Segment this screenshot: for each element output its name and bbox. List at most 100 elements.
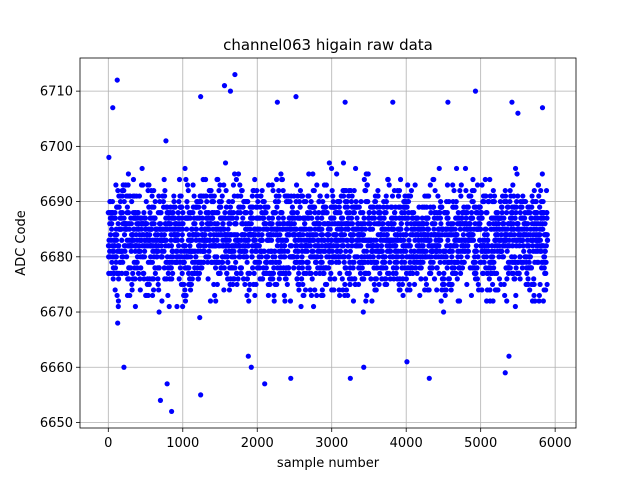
data-point [383,276,389,282]
data-point [202,243,209,249]
data-point [171,193,177,199]
data-point [335,243,341,249]
data-point [403,276,409,282]
data-point [263,210,269,216]
data-point [182,287,188,293]
data-point [440,309,447,315]
data-point [455,210,461,216]
data-point [468,292,475,299]
data-point [458,254,464,260]
data-point [324,193,330,199]
data-point [191,193,197,199]
data-point [484,232,490,238]
data-point [351,259,357,265]
data-point [208,187,214,194]
data-point [184,226,190,232]
data-point [404,226,410,232]
data-point [313,259,319,265]
data-point [356,204,362,210]
data-point [333,232,339,238]
data-point [174,303,180,310]
data-point [303,198,309,205]
data-point [324,281,330,288]
data-point [295,193,301,199]
data-point [299,276,305,282]
data-point [321,270,327,276]
data-point [224,254,231,260]
data-point [412,182,418,188]
data-point [438,298,444,304]
data-point [521,248,527,254]
data-point [323,204,329,210]
data-point [424,221,430,227]
data-point [210,198,217,205]
data-point [452,226,458,232]
data-point [353,198,359,205]
data-point [232,171,238,177]
data-point [319,215,325,221]
data-point [224,270,230,276]
data-point [535,182,542,188]
data-point [269,182,275,188]
data-point [502,187,508,194]
data-point [427,237,433,243]
data-point [274,99,280,105]
data-point [111,248,117,254]
data-point [527,210,533,216]
data-point [528,265,535,271]
data-point [264,259,270,265]
data-point [532,298,538,304]
data-point [326,265,332,271]
data-point [211,193,217,199]
data-point [475,254,481,260]
data-point [214,254,220,260]
data-point [540,298,546,304]
data-point [195,276,202,282]
data-point [259,187,265,194]
data-point [244,276,251,282]
data-point [198,198,204,205]
data-point [190,210,196,216]
data-point [155,276,161,282]
data-point [441,270,447,276]
data-point [384,204,390,210]
data-point [227,88,234,94]
data-point [287,198,293,205]
data-point [141,254,148,260]
data-point [132,303,139,310]
data-point [206,226,212,232]
data-point [370,254,376,260]
data-point [496,276,503,282]
data-point [350,237,356,243]
data-point [510,270,516,276]
data-point [329,248,336,254]
data-point [336,204,342,210]
data-point [501,221,507,227]
data-point [404,359,410,365]
data-point [314,182,320,188]
data-point [512,165,519,172]
data-point [311,187,317,194]
data-point [384,232,390,238]
data-point [161,248,167,254]
data-point [410,270,416,276]
data-point [237,182,243,188]
data-point [490,187,496,194]
data-point [375,187,381,194]
data-point [418,265,424,271]
data-point [374,259,380,265]
data-point [354,215,360,221]
data-point [537,237,544,243]
data-point [293,94,299,100]
data-point [453,198,459,205]
data-point [180,210,186,216]
y-tick-label: 6710 [40,85,73,100]
data-point [394,259,400,265]
data-point [181,259,187,265]
data-point [129,198,135,205]
data-point [426,375,432,381]
data-point [343,265,349,271]
data-point [272,210,279,216]
data-point [279,176,286,183]
data-point [244,259,250,265]
